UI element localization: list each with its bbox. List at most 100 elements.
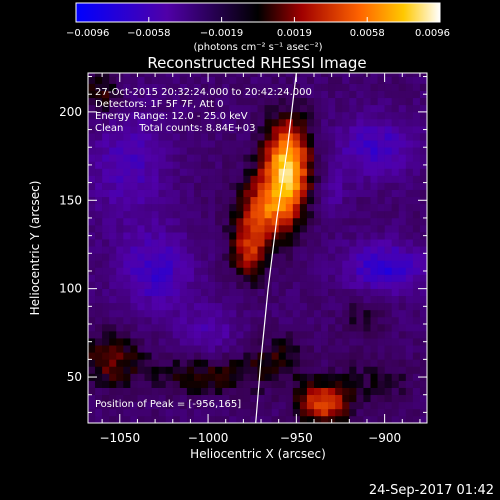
- heatmap-cell: [349, 345, 357, 353]
- heatmap-cell: [102, 352, 110, 360]
- heatmap-cell: [116, 281, 124, 289]
- heatmap-cell: [370, 76, 378, 84]
- heatmap-cell: [314, 387, 322, 396]
- heatmap-cell: [370, 288, 378, 297]
- heatmap-cell: [271, 345, 279, 353]
- heatmap-cell: [384, 387, 392, 396]
- heatmap-cell: [349, 189, 357, 198]
- heatmap-cell: [264, 373, 272, 381]
- heatmap-cell: [412, 203, 421, 212]
- heatmap-cell: [88, 104, 96, 113]
- heatmap-cell: [342, 394, 350, 403]
- heatmap-cell: [137, 182, 145, 190]
- heatmap-cell: [314, 196, 322, 205]
- heatmap-cell: [243, 126, 251, 134]
- heatmap-cell: [130, 133, 138, 141]
- heatmap-cell: [377, 274, 385, 282]
- heatmap-cell: [391, 366, 400, 374]
- heatmap-cell: [95, 324, 103, 332]
- heatmap-cell: [412, 154, 421, 162]
- heatmap-cell: [102, 111, 110, 120]
- heatmap-cell: [201, 232, 209, 240]
- heatmap-cell: [306, 189, 315, 198]
- heatmap-cell: [250, 196, 258, 205]
- heatmap-cell: [384, 203, 392, 212]
- heatmap-cell: [391, 415, 400, 423]
- heatmap-cell: [398, 316, 407, 325]
- heatmap-cell: [229, 380, 237, 388]
- heatmap-cell: [321, 288, 329, 297]
- heatmap-cell: [102, 104, 110, 113]
- heatmap-cell: [391, 126, 400, 134]
- heatmap-cell: [292, 140, 301, 148]
- heatmap-cell: [158, 133, 166, 141]
- heatmap-cell: [109, 387, 117, 396]
- heatmap-cell: [137, 387, 145, 396]
- heatmap-cell: [342, 111, 350, 120]
- heatmap-cell: [109, 246, 117, 254]
- heatmap-cell: [299, 104, 308, 113]
- heatmap-cell: [179, 225, 188, 233]
- heatmap-cell: [215, 239, 223, 247]
- heatmap-cell: [201, 90, 209, 99]
- heatmap-cell: [342, 118, 350, 127]
- heatmap-cell: [356, 118, 364, 127]
- heatmap-cell: [292, 154, 301, 162]
- heatmap-cell: [95, 302, 103, 311]
- heatmap-cell: [299, 97, 308, 106]
- colorbar-tick-label: 0.0019: [277, 28, 312, 39]
- heatmap-cell: [271, 189, 279, 198]
- heatmap-cell: [278, 352, 287, 360]
- heatmap-cell: [264, 267, 272, 275]
- heatmap-cell: [116, 140, 124, 148]
- annotation-clean: Clean Total counts: 8.84E+03: [95, 123, 255, 134]
- heatmap-cell: [349, 352, 357, 360]
- heatmap-cell: [377, 232, 385, 240]
- heatmap-cell: [398, 295, 407, 304]
- heatmap-cell: [285, 104, 294, 113]
- heatmap-cell: [102, 295, 110, 304]
- heatmap-cell: [95, 232, 103, 240]
- heatmap-cell: [250, 267, 258, 275]
- heatmap-cell: [328, 168, 336, 176]
- heatmap-cell: [130, 189, 138, 198]
- heatmap-cell: [370, 281, 378, 289]
- heatmap-cell: [314, 189, 322, 198]
- heatmap-cell: [363, 182, 371, 190]
- heatmap-cell: [391, 161, 400, 169]
- heatmap-cell: [222, 366, 230, 374]
- heatmap-cell: [201, 352, 209, 360]
- heatmap-cell: [278, 189, 287, 198]
- heatmap-cell: [391, 239, 400, 247]
- heatmap-cell: [342, 147, 350, 155]
- heatmap-cell: [405, 168, 414, 176]
- heatmap-cell: [109, 324, 117, 332]
- heatmap-cell: [158, 97, 166, 106]
- heatmap-cell: [236, 324, 244, 332]
- heatmap-cell: [137, 76, 145, 84]
- heatmap-cell: [257, 394, 265, 403]
- heatmap-cell: [306, 302, 315, 311]
- heatmap-cell: [193, 239, 202, 247]
- heatmap-cell: [335, 345, 343, 353]
- heatmap-cell: [271, 394, 279, 403]
- heatmap-cell: [278, 225, 287, 233]
- heatmap-cell: [186, 225, 195, 233]
- heatmap-cell: [123, 359, 131, 367]
- heatmap-cell: [158, 196, 166, 205]
- heatmap-cell: [370, 260, 378, 268]
- heatmap-cell: [349, 338, 357, 346]
- heatmap-cell: [306, 182, 315, 190]
- heatmap-cell: [342, 126, 350, 134]
- heatmap-cell: [243, 253, 251, 261]
- heatmap-cell: [398, 225, 407, 233]
- x-tick-label: −950: [280, 431, 313, 445]
- heatmap-cell: [95, 387, 103, 396]
- heatmap-cell: [229, 394, 237, 403]
- heatmap-cell: [201, 281, 209, 289]
- heatmap-cell: [363, 380, 371, 388]
- heatmap-cell: [328, 147, 336, 155]
- heatmap-cell: [384, 295, 392, 304]
- heatmap-cell: [208, 380, 216, 388]
- heatmap-cell: [215, 133, 223, 141]
